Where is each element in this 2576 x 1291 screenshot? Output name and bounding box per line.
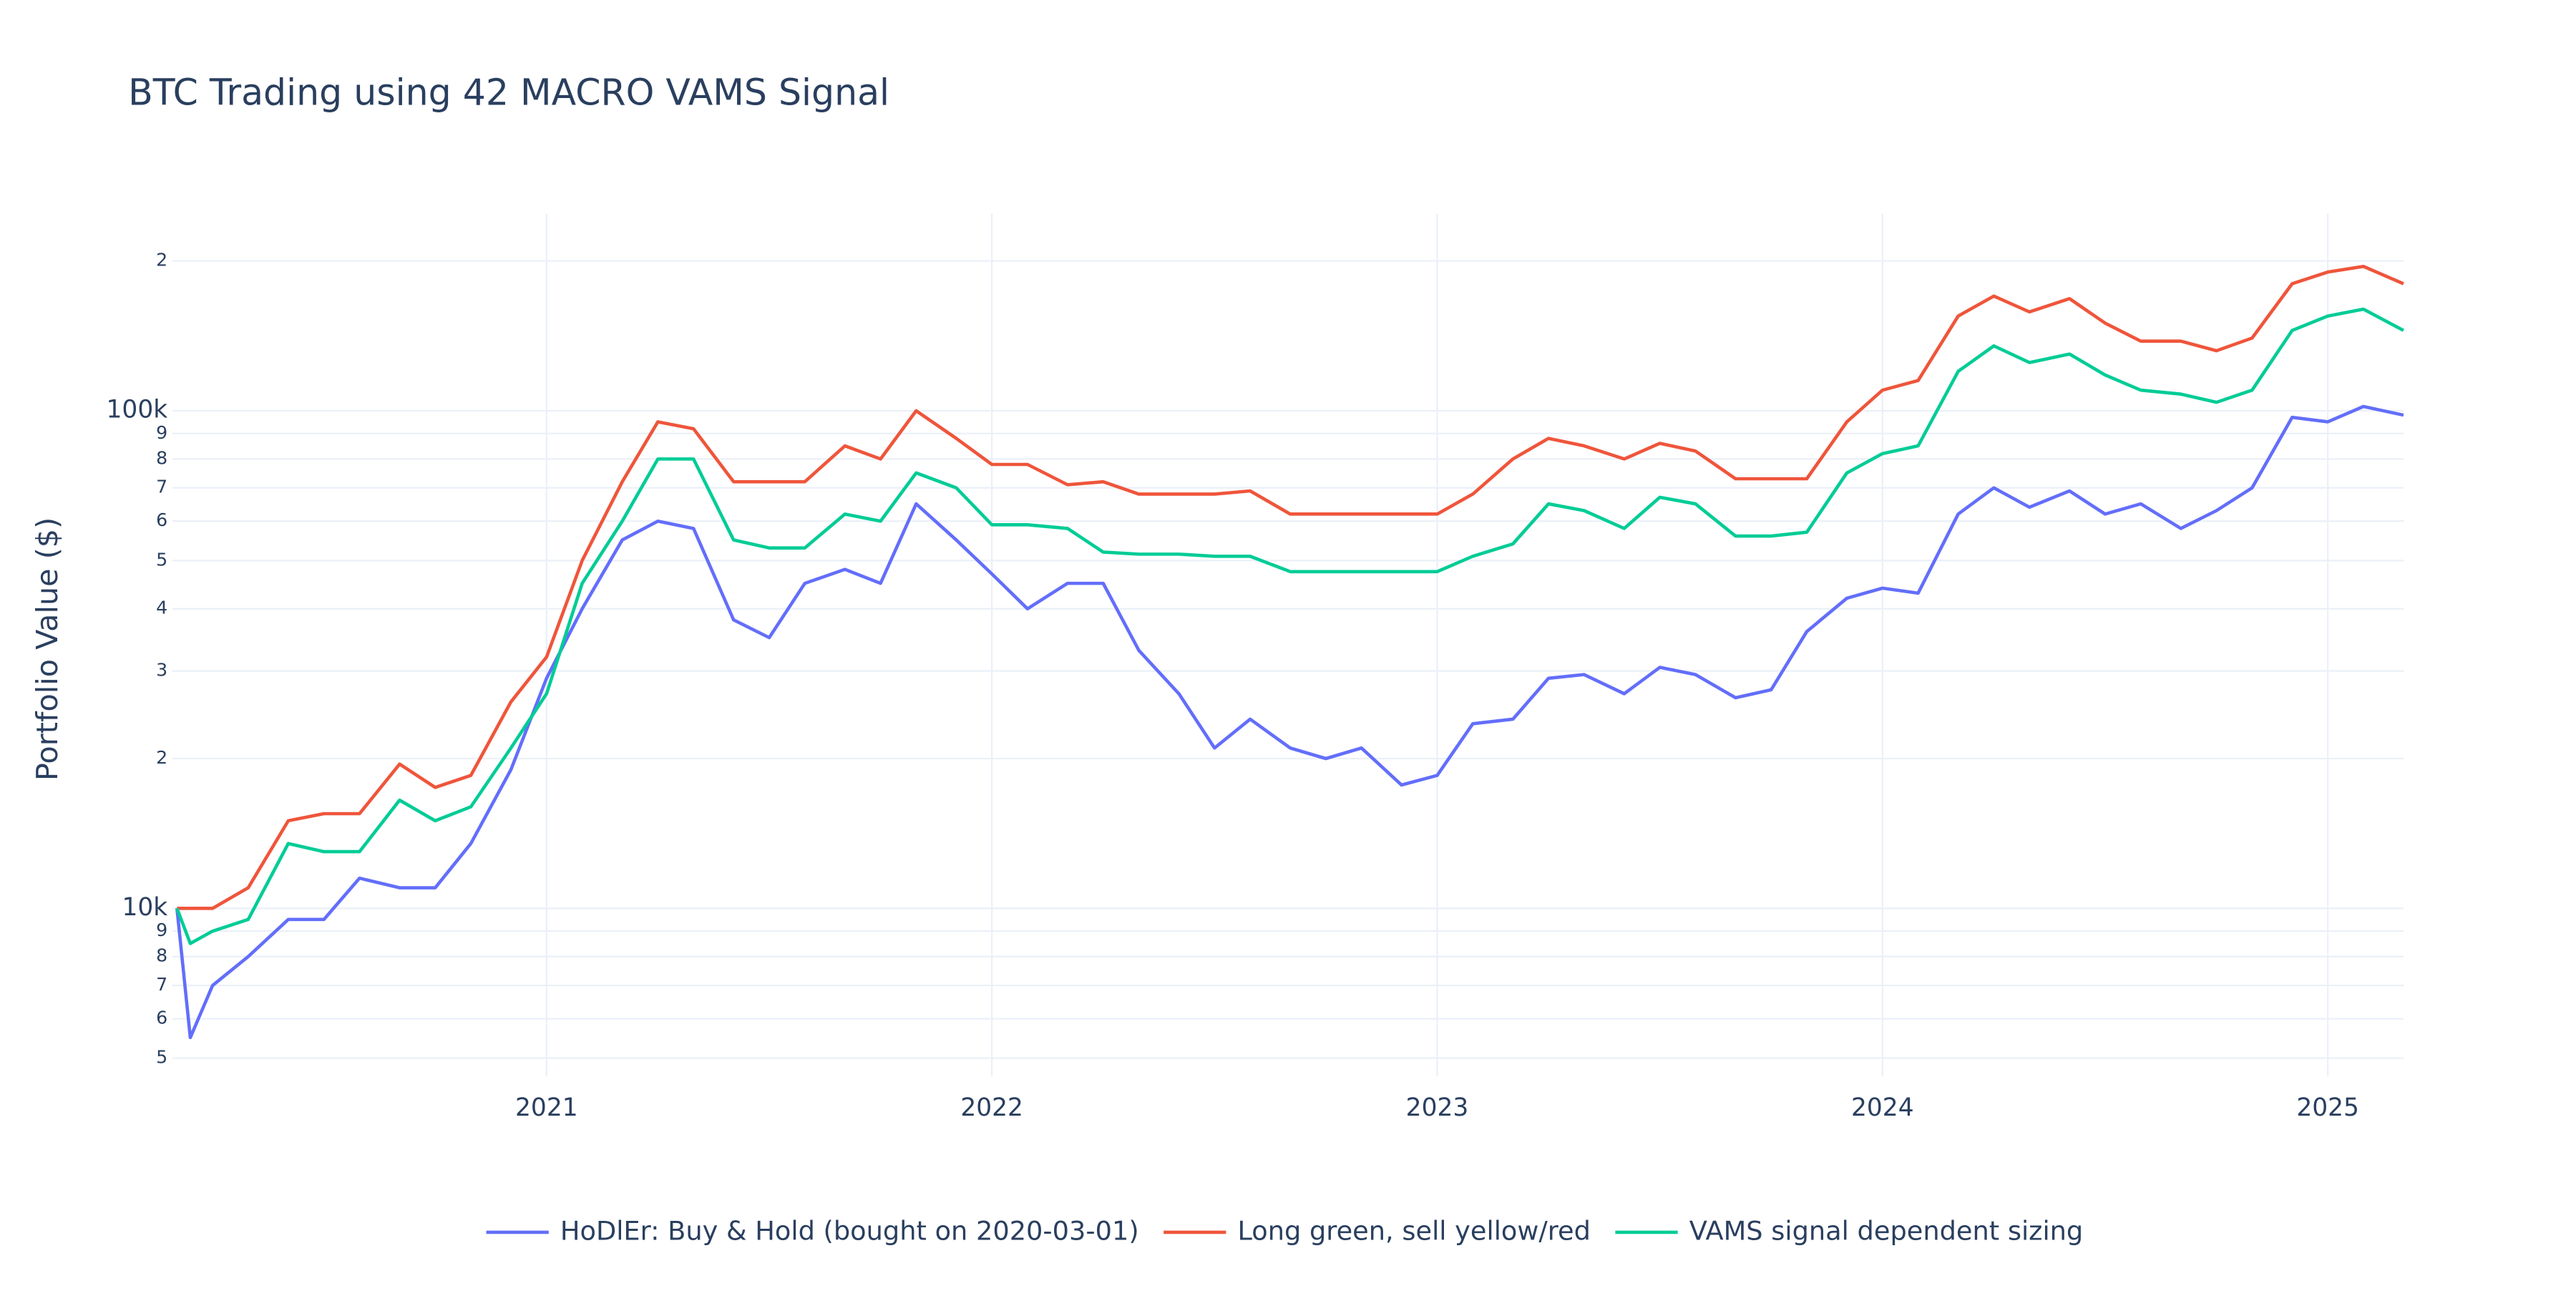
y-tick-label: 4 [156, 598, 167, 618]
y-tick-label: 7 [156, 974, 167, 995]
y-axis-title: Portfolio Value ($) [30, 517, 64, 781]
y-tick-label: 5 [156, 549, 167, 570]
series-line [177, 264, 2404, 910]
x-tick-label: 2024 [1851, 1093, 1914, 1122]
legend-label: Long green, sell yellow/red [1237, 1215, 1590, 1246]
x-tick-label: 2022 [960, 1093, 1023, 1122]
x-tick-label: 2023 [1406, 1093, 1469, 1122]
y-tick-label: 8 [156, 945, 167, 966]
y-tick-label: 2 [156, 747, 167, 768]
x-tick-label: 2021 [515, 1093, 578, 1122]
y-tick-label: 2 [156, 250, 167, 271]
y-tick-label: 7 [156, 477, 167, 497]
chart-title: BTC Trading using 42 MACRO VAMS Signal [128, 72, 889, 114]
legend-label: HoDlEr: Buy & Hold (bought on 2020-03-01… [560, 1215, 1139, 1246]
legend: HoDlEr: Buy & Hold (bought on 2020-03-01… [486, 1215, 2084, 1246]
x-tick-label: 2025 [2296, 1093, 2359, 1122]
y-tick-label: 8 [156, 447, 167, 468]
y-tick-label: 5 [156, 1047, 167, 1068]
y-tick-label: 100k [107, 395, 168, 424]
legend-label: VAMS signal dependent sizing [1689, 1215, 2084, 1246]
series-line [175, 307, 2405, 945]
y-tick-label: 9 [156, 422, 167, 443]
y-tick-label: 9 [156, 920, 167, 940]
y-tick-label: 3 [156, 660, 167, 681]
series-line [175, 404, 2404, 1040]
y-tick-label: 6 [156, 1008, 167, 1028]
y-tick-label: 10k [122, 893, 167, 922]
y-tick-label: 6 [156, 510, 167, 530]
